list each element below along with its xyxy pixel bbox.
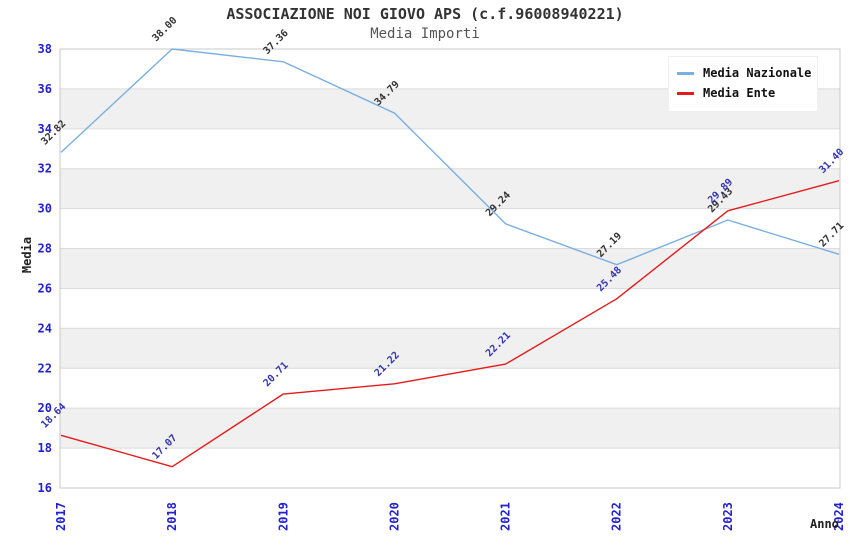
chart-title: ASSOCIAZIONE NOI GIOVO APS (c.f.96008940…: [226, 5, 624, 23]
y-tick-label: 20: [38, 401, 52, 415]
media-ente-line: [60, 180, 840, 468]
y-tick-label: 26: [38, 281, 52, 295]
x-tick-label: 2023: [721, 502, 735, 531]
band: [60, 368, 840, 409]
legend-item-media-nazionale: Media Nazionale: [677, 63, 812, 83]
band: [60, 328, 840, 369]
x-tick-label: 2021: [499, 502, 513, 531]
x-tick-label: 2017: [54, 502, 68, 531]
x-tick-label: 2018: [165, 502, 179, 531]
y-tick-label: 22: [38, 361, 52, 375]
band: [60, 168, 840, 209]
plot-border: [59, 48, 841, 489]
legend-label: Media Ente: [703, 86, 776, 100]
y-tick-label: 30: [38, 202, 52, 216]
band: [60, 248, 840, 289]
band: [60, 208, 840, 249]
y-tick-label: 16: [38, 481, 52, 495]
blue-line-swatch-icon: [677, 71, 694, 75]
legend-item-media-ente: Media Ente: [677, 83, 809, 103]
x-tick-label: 2019: [276, 502, 290, 531]
y-tick-label: 24: [38, 321, 52, 335]
x-tick-label: 2024: [832, 502, 846, 531]
x-axis-label: Anno: [810, 517, 839, 531]
y-tick-label: 34: [38, 122, 52, 136]
y-tick-label: 28: [38, 242, 52, 256]
y-tick-label: 36: [38, 82, 52, 96]
red-line-swatch-icon: [677, 91, 694, 95]
band: [60, 288, 840, 329]
y-axis-label: Media: [20, 236, 34, 274]
y-tick-label: 18: [38, 441, 52, 455]
band: [60, 448, 840, 488]
media-nazionale-value-label: 38.00: [150, 15, 179, 44]
y-tick-label: 32: [38, 162, 52, 176]
band: [60, 128, 840, 169]
x-tick-label: 2020: [387, 502, 401, 531]
chart-subtitle: Media Importi: [370, 26, 480, 42]
y-tick-label: 38: [38, 42, 52, 56]
legend: Media Nazionale Media Ente: [668, 56, 818, 112]
band: [60, 408, 840, 449]
media-nazionale-line: [60, 48, 840, 266]
x-tick-label: 2022: [610, 502, 624, 531]
legend-label: Media Nazionale: [703, 66, 812, 80]
